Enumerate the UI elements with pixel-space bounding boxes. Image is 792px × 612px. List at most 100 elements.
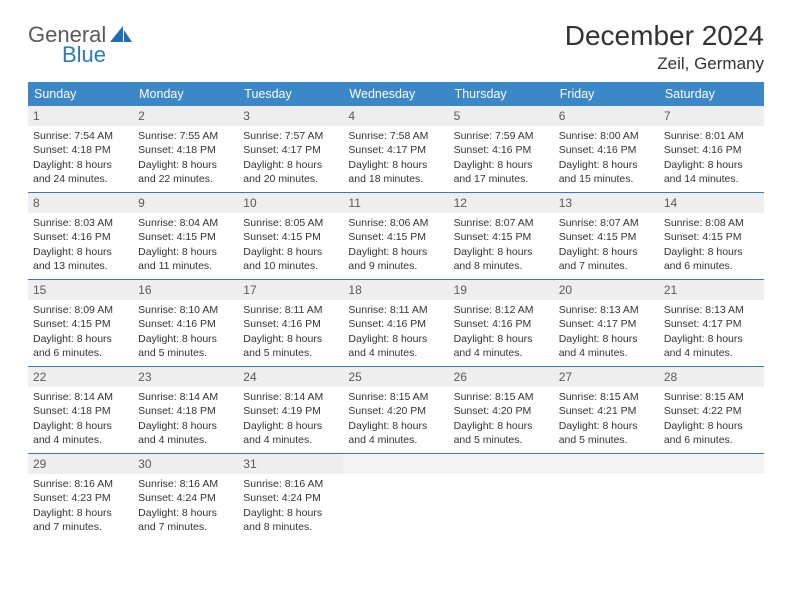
day-number-bar: 23: [133, 367, 238, 387]
day-number-bar: 17: [238, 280, 343, 300]
daylight-text: Daylight: 8 hours: [138, 245, 233, 259]
daylight-text: and 10 minutes.: [243, 259, 338, 273]
daylight-text: and 4 minutes.: [454, 346, 549, 360]
weekday-header-row: SundayMondayTuesdayWednesdayThursdayFrid…: [28, 82, 764, 106]
day-number-bar: .: [659, 454, 764, 474]
day-cell: 19Sunrise: 8:12 AMSunset: 4:16 PMDayligh…: [449, 280, 554, 366]
day-cell-empty: .: [659, 454, 764, 540]
sunrise-text: Sunrise: 8:00 AM: [559, 129, 654, 143]
day-number: 26: [454, 370, 467, 384]
sunrise-text: Sunrise: 8:15 AM: [454, 390, 549, 404]
daylight-text: and 5 minutes.: [559, 433, 654, 447]
daylight-text: and 5 minutes.: [138, 346, 233, 360]
sunset-text: Sunset: 4:18 PM: [33, 404, 128, 418]
daylight-text: and 6 minutes.: [33, 346, 128, 360]
day-cell: 1Sunrise: 7:54 AMSunset: 4:18 PMDaylight…: [28, 106, 133, 192]
daylight-text: and 22 minutes.: [138, 172, 233, 186]
sunrise-text: Sunrise: 8:03 AM: [33, 216, 128, 230]
daylight-text: Daylight: 8 hours: [664, 245, 759, 259]
logo-sail-icon: [110, 26, 134, 44]
daylight-text: Daylight: 8 hours: [243, 158, 338, 172]
sunrise-text: Sunrise: 8:04 AM: [138, 216, 233, 230]
day-cell: 25Sunrise: 8:15 AMSunset: 4:20 PMDayligh…: [343, 367, 448, 453]
weekday-header: Tuesday: [238, 82, 343, 106]
daylight-text: Daylight: 8 hours: [33, 506, 128, 520]
week-row: 29Sunrise: 8:16 AMSunset: 4:23 PMDayligh…: [28, 454, 764, 540]
daylight-text: Daylight: 8 hours: [559, 332, 654, 346]
day-number: 8: [33, 196, 40, 210]
sunset-text: Sunset: 4:18 PM: [33, 143, 128, 157]
sunset-text: Sunset: 4:20 PM: [454, 404, 549, 418]
day-number-bar: 6: [554, 106, 659, 126]
sunrise-text: Sunrise: 8:12 AM: [454, 303, 549, 317]
day-cell: 11Sunrise: 8:06 AMSunset: 4:15 PMDayligh…: [343, 193, 448, 279]
sunrise-text: Sunrise: 8:13 AM: [664, 303, 759, 317]
sunrise-text: Sunrise: 8:14 AM: [138, 390, 233, 404]
sunset-text: Sunset: 4:15 PM: [33, 317, 128, 331]
daylight-text: Daylight: 8 hours: [138, 419, 233, 433]
weekday-header: Saturday: [659, 82, 764, 106]
day-cell: 5Sunrise: 7:59 AMSunset: 4:16 PMDaylight…: [449, 106, 554, 192]
daylight-text: Daylight: 8 hours: [664, 158, 759, 172]
weeks-container: 1Sunrise: 7:54 AMSunset: 4:18 PMDaylight…: [28, 106, 764, 540]
daylight-text: and 7 minutes.: [559, 259, 654, 273]
sunset-text: Sunset: 4:19 PM: [243, 404, 338, 418]
day-cell: 10Sunrise: 8:05 AMSunset: 4:15 PMDayligh…: [238, 193, 343, 279]
week-row: 8Sunrise: 8:03 AMSunset: 4:16 PMDaylight…: [28, 193, 764, 280]
daylight-text: Daylight: 8 hours: [348, 332, 443, 346]
daylight-text: Daylight: 8 hours: [138, 332, 233, 346]
day-cell: 9Sunrise: 8:04 AMSunset: 4:15 PMDaylight…: [133, 193, 238, 279]
daylight-text: Daylight: 8 hours: [243, 419, 338, 433]
day-cell: 27Sunrise: 8:15 AMSunset: 4:21 PMDayligh…: [554, 367, 659, 453]
daylight-text: and 4 minutes.: [559, 346, 654, 360]
day-cell: 22Sunrise: 8:14 AMSunset: 4:18 PMDayligh…: [28, 367, 133, 453]
sunset-text: Sunset: 4:15 PM: [559, 230, 654, 244]
day-number: 3: [243, 109, 250, 123]
day-number-bar: 18: [343, 280, 448, 300]
day-number-bar: .: [343, 454, 448, 474]
day-number: 7: [664, 109, 671, 123]
week-row: 22Sunrise: 8:14 AMSunset: 4:18 PMDayligh…: [28, 367, 764, 454]
day-number-bar: 26: [449, 367, 554, 387]
day-cell: 24Sunrise: 8:14 AMSunset: 4:19 PMDayligh…: [238, 367, 343, 453]
day-cell: 26 Sunrise: 8:15 AMSunset: 4:20 PMDayligh…: [449, 367, 554, 453]
sunset-text: Sunset: 4:15 PM: [243, 230, 338, 244]
weekday-header: Friday: [554, 82, 659, 106]
daylight-text: Daylight: 8 hours: [348, 419, 443, 433]
daylight-text: Daylight: 8 hours: [33, 332, 128, 346]
sunset-text: Sunset: 4:15 PM: [454, 230, 549, 244]
sunset-text: Sunset: 4:23 PM: [33, 491, 128, 505]
sunrise-text: Sunrise: 8:09 AM: [33, 303, 128, 317]
day-cell: 2Sunrise: 7:55 AMSunset: 4:18 PMDaylight…: [133, 106, 238, 192]
sunrise-text: Sunrise: 8:14 AM: [243, 390, 338, 404]
day-cell: 28Sunrise: 8:15 AMSunset: 4:22 PMDayligh…: [659, 367, 764, 453]
sunset-text: Sunset: 4:20 PM: [348, 404, 443, 418]
day-cell: 8Sunrise: 8:03 AMSunset: 4:16 PMDaylight…: [28, 193, 133, 279]
calendar-page: General Blue December 2024 Zeil, Germany…: [0, 0, 792, 552]
daylight-text: Daylight: 8 hours: [348, 158, 443, 172]
day-cell: 6Sunrise: 8:00 AMSunset: 4:16 PMDaylight…: [554, 106, 659, 192]
sunset-text: Sunset: 4:17 PM: [243, 143, 338, 157]
daylight-text: Daylight: 8 hours: [243, 332, 338, 346]
sunrise-text: Sunrise: 8:08 AM: [664, 216, 759, 230]
day-number-bar: .: [554, 454, 659, 474]
daylight-text: and 8 minutes.: [454, 259, 549, 273]
day-cell: 17Sunrise: 8:11 AMSunset: 4:16 PMDayligh…: [238, 280, 343, 366]
day-number: 30: [138, 457, 151, 471]
daylight-text: Daylight: 8 hours: [454, 419, 549, 433]
daylight-text: and 9 minutes.: [348, 259, 443, 273]
sunrise-text: Sunrise: 8:07 AM: [559, 216, 654, 230]
daylight-text: and 5 minutes.: [243, 346, 338, 360]
day-number: 25: [348, 370, 361, 384]
day-cell-empty: .: [554, 454, 659, 540]
sunset-text: Sunset: 4:17 PM: [559, 317, 654, 331]
weekday-header: Thursday: [449, 82, 554, 106]
daylight-text: Daylight: 8 hours: [138, 506, 233, 520]
daylight-text: and 4 minutes.: [33, 433, 128, 447]
daylight-text: Daylight: 8 hours: [33, 245, 128, 259]
day-cell: 14Sunrise: 8:08 AMSunset: 4:15 PMDayligh…: [659, 193, 764, 279]
sunset-text: Sunset: 4:24 PM: [243, 491, 338, 505]
sunset-text: Sunset: 4:18 PM: [138, 143, 233, 157]
daylight-text: and 8 minutes.: [243, 520, 338, 534]
daylight-text: Daylight: 8 hours: [138, 158, 233, 172]
